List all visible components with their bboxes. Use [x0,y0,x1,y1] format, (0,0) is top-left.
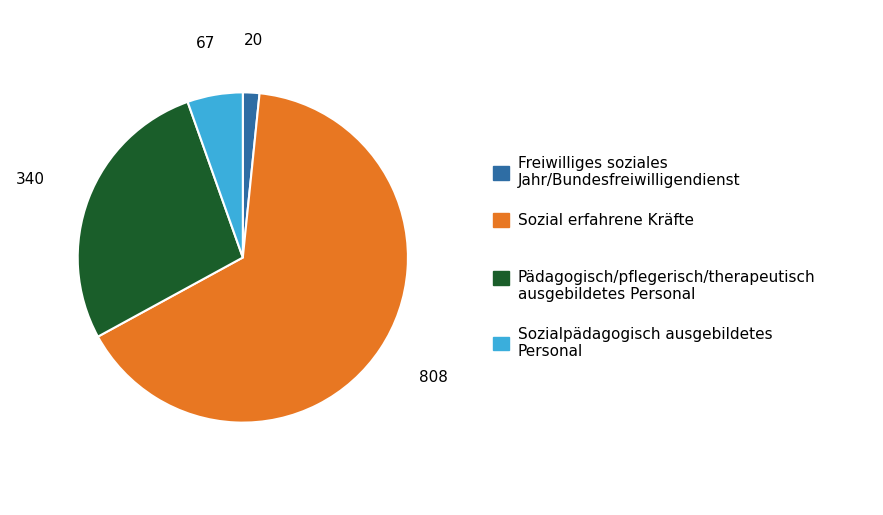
Text: 340: 340 [15,173,44,187]
Wedge shape [187,92,243,258]
Wedge shape [98,93,408,423]
Wedge shape [78,102,243,337]
Legend: Freiwilliges soziales
Jahr/Bundesfreiwilligendienst, Sozial erfahrene Kräfte, 
P: Freiwilliges soziales Jahr/Bundesfreiwil… [494,156,815,359]
Wedge shape [243,92,260,258]
Text: 67: 67 [196,36,215,50]
Text: 20: 20 [245,33,263,48]
Text: 808: 808 [419,370,449,385]
